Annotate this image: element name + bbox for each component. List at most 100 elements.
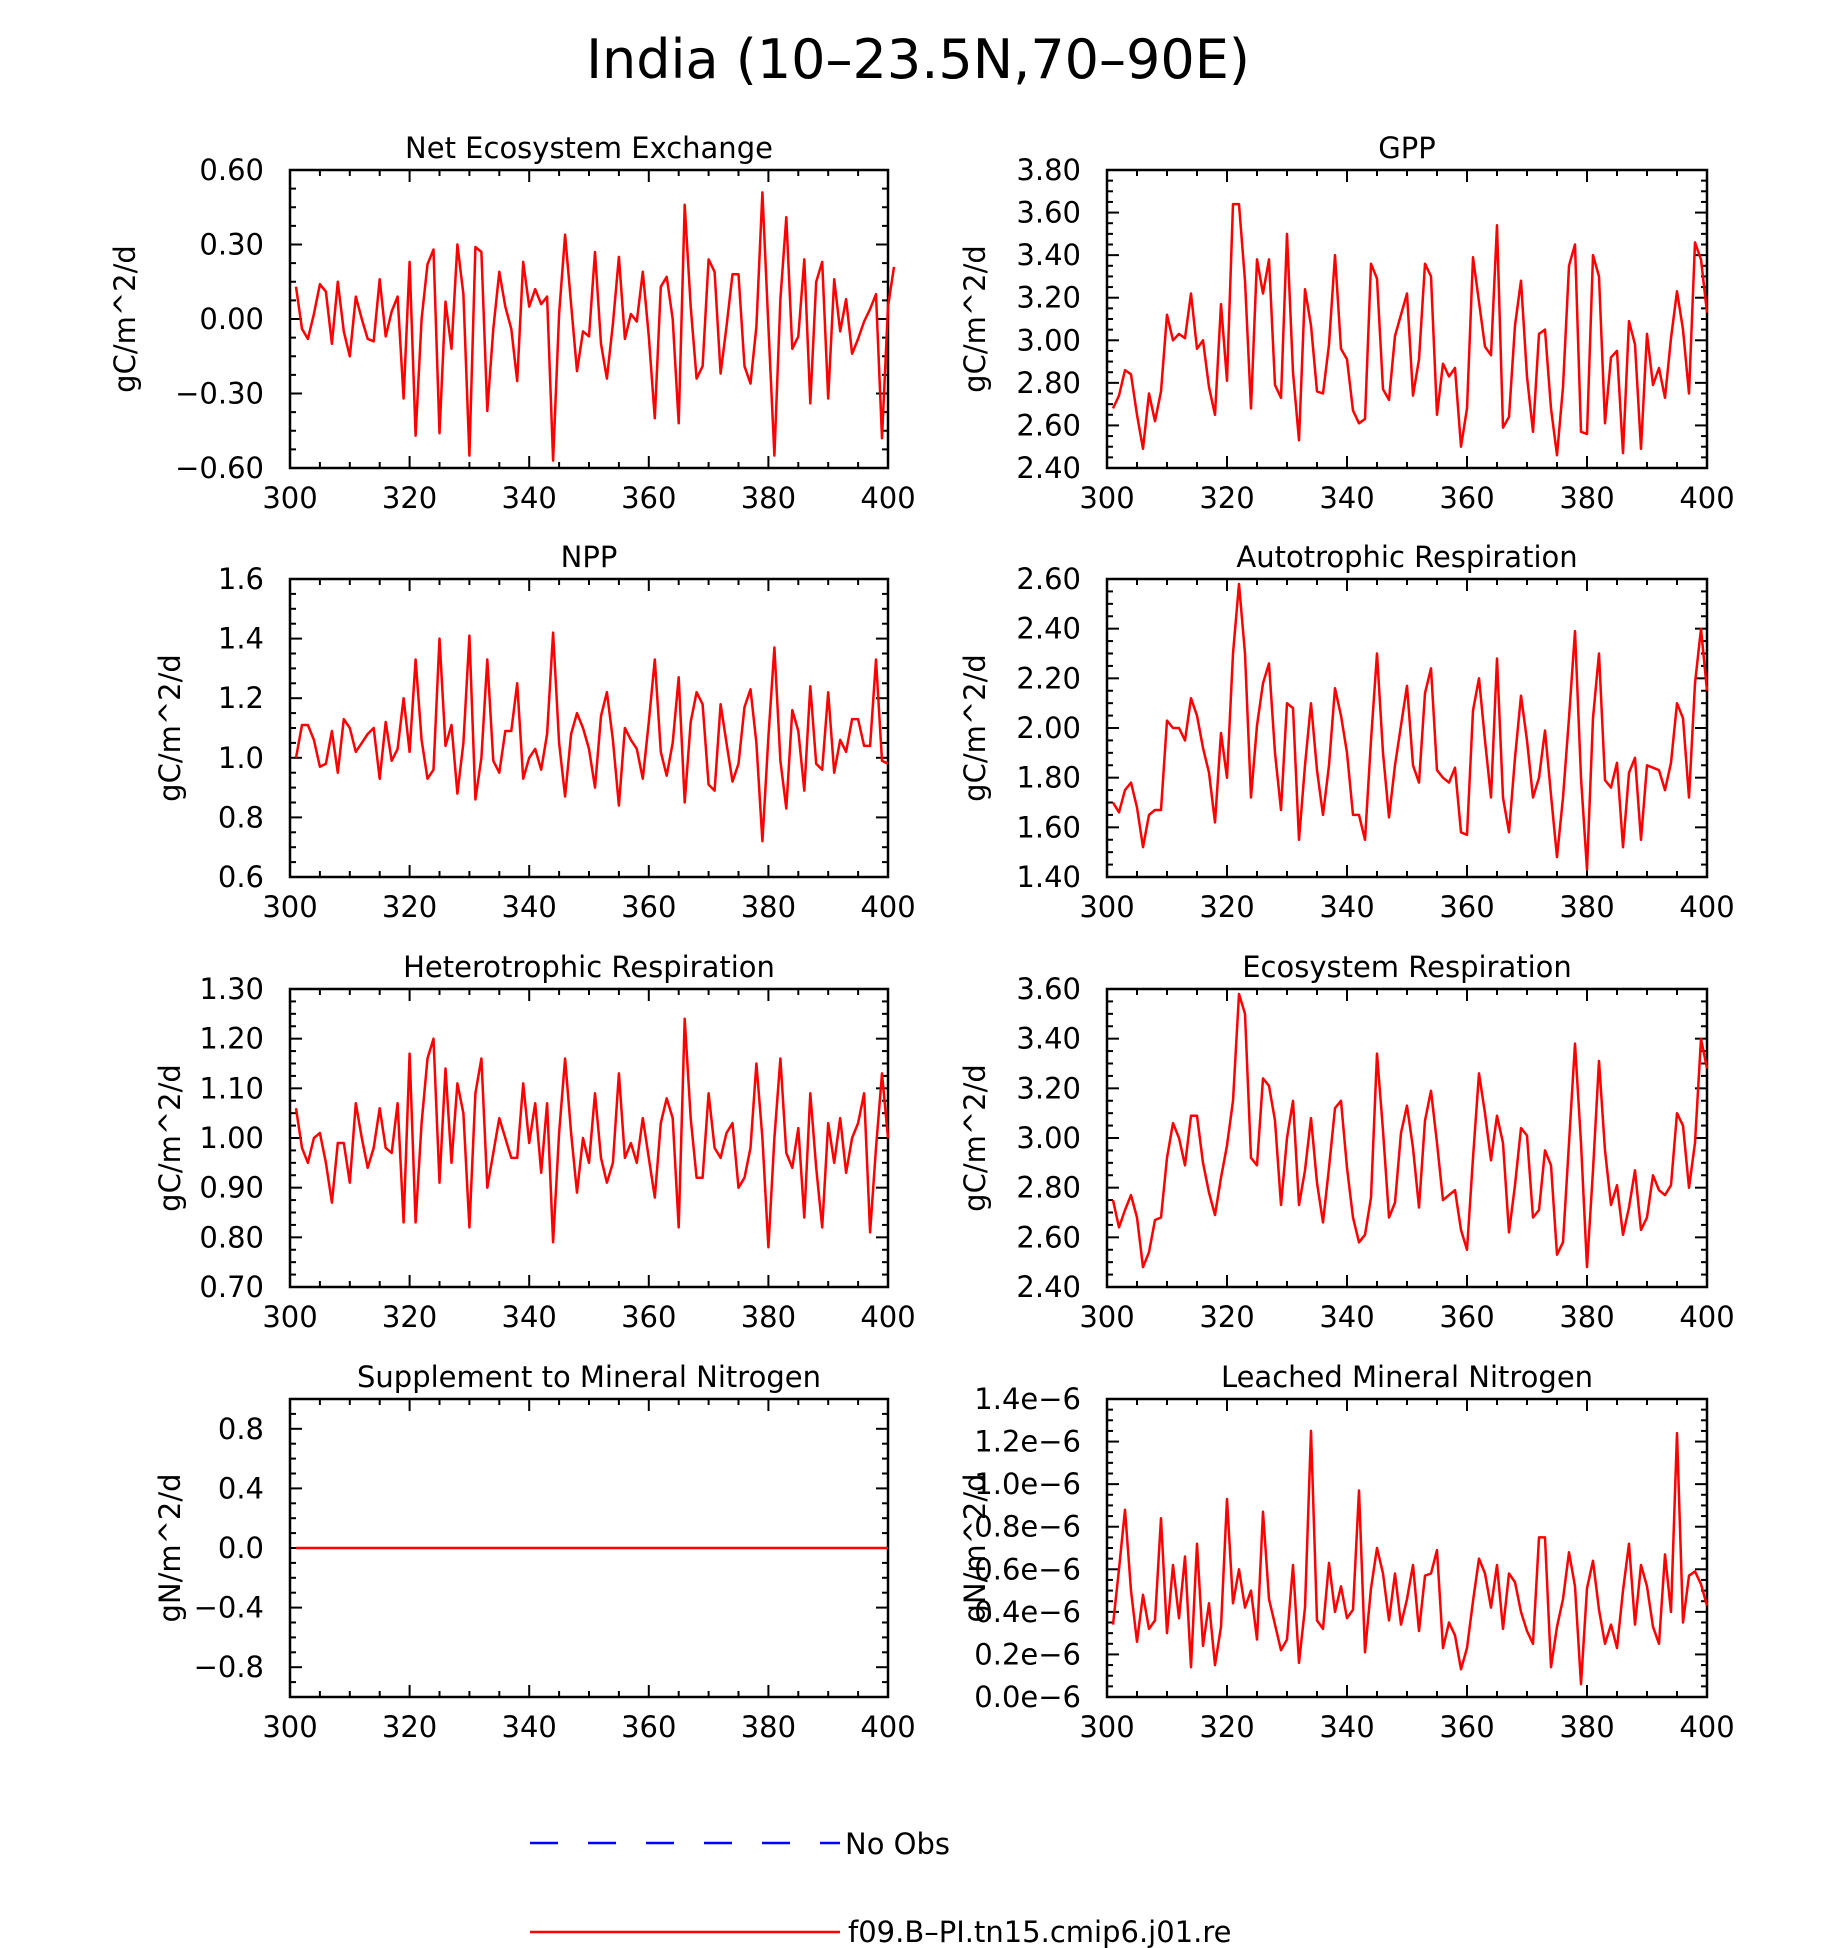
x-tick-label: 360 <box>621 481 676 515</box>
y-axis-label: gC/m^2/d <box>153 654 187 802</box>
x-tick-label: 340 <box>1319 481 1374 515</box>
y-tick-label: 1.00 <box>199 1121 264 1155</box>
plot-frame <box>1105 987 1709 1289</box>
y-tick-label: 3.20 <box>1016 281 1081 315</box>
x-tick-label: 320 <box>1199 481 1254 515</box>
x-tick-label: 360 <box>621 1710 676 1744</box>
panel-title: GPP <box>1378 131 1435 165</box>
series-line <box>294 631 889 843</box>
x-tick-label: 340 <box>502 1710 557 1744</box>
x-tick-label: 380 <box>741 1300 796 1334</box>
x-tick-label: 380 <box>741 481 796 515</box>
x-tick-label: 400 <box>860 481 915 515</box>
x-tick-label: 360 <box>1439 1300 1494 1334</box>
x-tick-label: 320 <box>1199 1710 1254 1744</box>
y-tick-label: 1.30 <box>199 972 264 1006</box>
y-tick-label: 2.40 <box>1016 612 1081 646</box>
y-tick-label: 1.2 <box>218 681 264 715</box>
y-tick-label: 1.2e−6 <box>974 1425 1081 1459</box>
y-tick-label: 1.4 <box>218 622 264 656</box>
y-tick-label: 1.6 <box>218 562 264 596</box>
panel-3: Autotrophic Respiration gC/m^2/d 300 320 340… <box>958 540 1735 924</box>
y-tick-label: 2.60 <box>1016 562 1081 596</box>
x-tick-label: 400 <box>1679 1710 1734 1744</box>
panel-2: NPP gC/m^2/d 300 320 340 360 380 400 0.6 0.8 1.0 1.… <box>153 540 916 924</box>
panel-title: Supplement to Mineral Nitrogen <box>357 1360 821 1394</box>
panel-title: Ecosystem Respiration <box>1242 950 1572 984</box>
x-tick-label: 340 <box>502 481 557 515</box>
x-tick-label: 300 <box>262 481 317 515</box>
x-tick-label: 400 <box>860 1300 915 1334</box>
x-tick-label: 340 <box>1319 1710 1374 1744</box>
y-tick-label: 0.4 <box>218 1471 264 1505</box>
y-tick-label: 0.60 <box>199 153 264 187</box>
y-tick-label: 1.40 <box>1016 860 1081 894</box>
y-tick-label: 0.0e−6 <box>974 1680 1081 1714</box>
y-axis-label: gN/m^2/d <box>958 1473 992 1622</box>
x-tick-label: 400 <box>1679 481 1734 515</box>
x-tick-label: 380 <box>1559 1300 1614 1334</box>
x-tick-label: 320 <box>382 481 437 515</box>
x-tick-label: 380 <box>1559 481 1614 515</box>
y-tick-label: 0.00 <box>199 302 264 336</box>
legend: No Obs f09.B–PI.tn15.cmip6.j01.re <box>530 1827 1232 1948</box>
y-tick-label: 2.00 <box>1016 711 1081 745</box>
y-tick-label: 0.80 <box>199 1220 264 1254</box>
panel-1: GPP gC/m^2/d 300 320 340 360 380 400 2.40 2.60 2.8… <box>958 131 1735 515</box>
x-tick-label: 340 <box>1319 890 1374 924</box>
y-tick-label: 3.80 <box>1016 153 1081 187</box>
y-tick-label: 0.8 <box>218 800 264 834</box>
y-tick-label: 3.20 <box>1016 1071 1081 1105</box>
panel-title: Heterotrophic Respiration <box>403 950 775 984</box>
y-tick-label: 3.40 <box>1016 238 1081 272</box>
y-tick-label: 0.70 <box>199 1270 264 1304</box>
x-tick-label: 300 <box>1079 890 1134 924</box>
y-tick-label: 1.0 <box>218 741 264 775</box>
y-tick-label: 3.40 <box>1016 1022 1081 1056</box>
x-tick-label: 360 <box>621 890 676 924</box>
y-tick-label: 2.60 <box>1016 1220 1081 1254</box>
y-tick-label: 2.60 <box>1016 408 1081 442</box>
y-tick-label: 2.40 <box>1016 451 1081 485</box>
x-tick-label: 300 <box>1079 1710 1134 1744</box>
y-tick-label: 1.4e−6 <box>974 1382 1081 1416</box>
x-tick-label: 380 <box>1559 890 1614 924</box>
x-tick-label: 400 <box>860 1710 915 1744</box>
y-axis-label: gC/m^2/d <box>108 245 142 393</box>
x-tick-label: 320 <box>1199 1300 1254 1334</box>
y-tick-label: 0.30 <box>199 228 264 262</box>
legend-model-label: f09.B–PI.tn15.cmip6.j01.re <box>848 1915 1232 1948</box>
series-line <box>1111 992 1709 1269</box>
panel-title: Autotrophic Respiration <box>1236 540 1577 574</box>
x-tick-label: 380 <box>741 890 796 924</box>
y-tick-label: 2.80 <box>1016 366 1081 400</box>
y-tick-label: 2.40 <box>1016 1270 1081 1304</box>
x-tick-label: 340 <box>502 1300 557 1334</box>
panels-grid: Net Ecosystem Exchange gC/m^2/d 300 320 340 3… <box>108 131 1735 1744</box>
legend-obs-label: No Obs <box>845 1827 950 1861</box>
y-tick-label: 2.20 <box>1016 661 1081 695</box>
x-tick-label: 360 <box>1439 890 1494 924</box>
panel-5: Ecosystem Respiration gC/m^2/d 300 320 340 36… <box>958 950 1735 1334</box>
x-tick-label: 380 <box>1559 1710 1614 1744</box>
panel-0: Net Ecosystem Exchange gC/m^2/d 300 320 340 3… <box>108 131 916 515</box>
y-tick-label: 2.80 <box>1016 1171 1081 1205</box>
y-tick-label: 0.6 <box>218 860 264 894</box>
y-axis-label: gC/m^2/d <box>958 654 992 802</box>
y-axis-label: gC/m^2/d <box>958 1064 992 1212</box>
y-tick-label: 1.60 <box>1016 810 1081 844</box>
x-tick-label: 360 <box>1439 481 1494 515</box>
x-tick-label: 320 <box>382 1710 437 1744</box>
y-tick-label: −0.4 <box>194 1591 264 1625</box>
y-axis-label: gC/m^2/d <box>153 1064 187 1212</box>
y-tick-label: 0.6e−6 <box>974 1552 1081 1586</box>
y-tick-label: 3.00 <box>1016 323 1081 357</box>
y-tick-label: −0.30 <box>175 377 264 411</box>
x-tick-label: 320 <box>382 1300 437 1334</box>
plot-frame <box>1105 577 1709 879</box>
x-tick-label: 320 <box>382 890 437 924</box>
y-tick-label: 0.90 <box>199 1171 264 1205</box>
y-tick-label: 3.60 <box>1016 196 1081 230</box>
y-tick-label: 1.10 <box>199 1071 264 1105</box>
